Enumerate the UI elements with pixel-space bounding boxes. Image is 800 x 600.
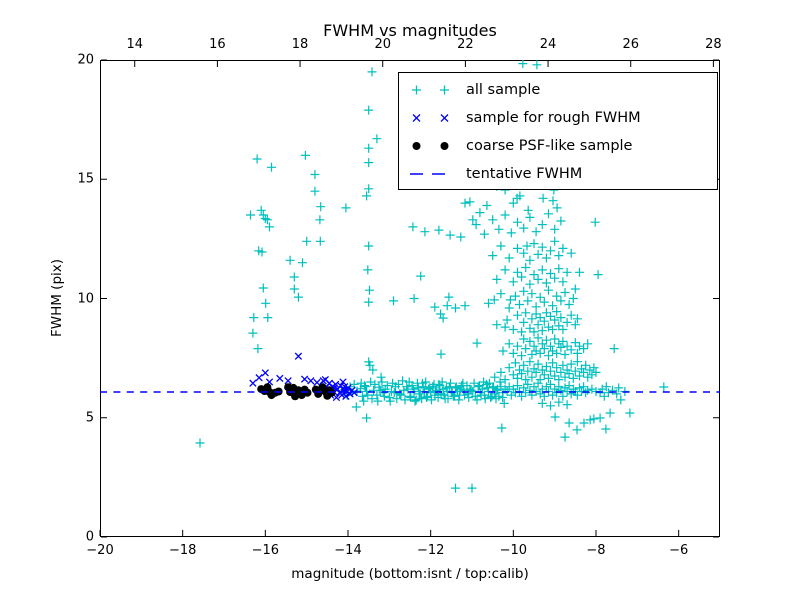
legend-label: tentative FWHM — [466, 166, 583, 182]
top-tick-label: 14 — [126, 37, 143, 52]
legend-row: tentative FWHM — [399, 160, 717, 188]
psf-sample-points — [257, 383, 336, 401]
x-tick-label: −14 — [334, 543, 362, 558]
top-tick-label: 24 — [539, 37, 557, 52]
x-tick-label: −20 — [86, 543, 114, 558]
all-sample-points — [195, 60, 669, 493]
psf-sample-dot — [303, 388, 312, 397]
legend-label: coarse PSF-like sample — [466, 138, 633, 154]
top-tick-label: 22 — [457, 37, 474, 52]
y-tick-label: 10 — [77, 291, 94, 306]
legend-row: all sample — [399, 76, 717, 104]
legend-label: all sample — [466, 82, 541, 98]
legend-dashes-icon — [399, 166, 461, 182]
legend: all sample sample for rough FWHM coarse PS… — [398, 72, 718, 190]
y-tick-label: 0 — [85, 529, 94, 545]
x-tick-label: −6 — [669, 543, 689, 558]
legend-x-icon — [399, 110, 461, 126]
x-tick-label: −10 — [499, 543, 528, 558]
y-tick-label: 5 — [85, 410, 94, 426]
psf-sample-dot — [327, 388, 336, 397]
legend-dot-icon — [399, 138, 461, 154]
x-tick-label: −12 — [416, 543, 445, 558]
psf-sample-dot — [291, 392, 300, 401]
axes-frame — [100, 60, 720, 537]
top-tick-label: 20 — [374, 37, 391, 52]
x-tick-label: −8 — [586, 543, 606, 558]
y-tick-label: 15 — [77, 171, 94, 187]
y-tick-label: 20 — [77, 52, 94, 68]
top-tick-label: 16 — [209, 37, 226, 52]
x-axis-label: magnitude (bottom:isnt / top:calib) — [291, 566, 529, 582]
x-tick-label: −18 — [168, 543, 197, 558]
top-tick-label: 28 — [705, 37, 722, 52]
legend-row: sample for rough FWHM — [399, 104, 717, 132]
x-tick-label: −16 — [251, 543, 280, 558]
top-tick-label: 18 — [291, 37, 309, 52]
legend-row: coarse PSF-like sample — [399, 132, 717, 160]
chart-title: FWHM vs magnitudes — [323, 21, 497, 40]
legend-label: sample for rough FWHM — [466, 110, 641, 126]
top-tick-label: 26 — [622, 37, 639, 52]
psf-sample-dot — [314, 389, 323, 398]
legend-plus-icon — [399, 82, 461, 98]
